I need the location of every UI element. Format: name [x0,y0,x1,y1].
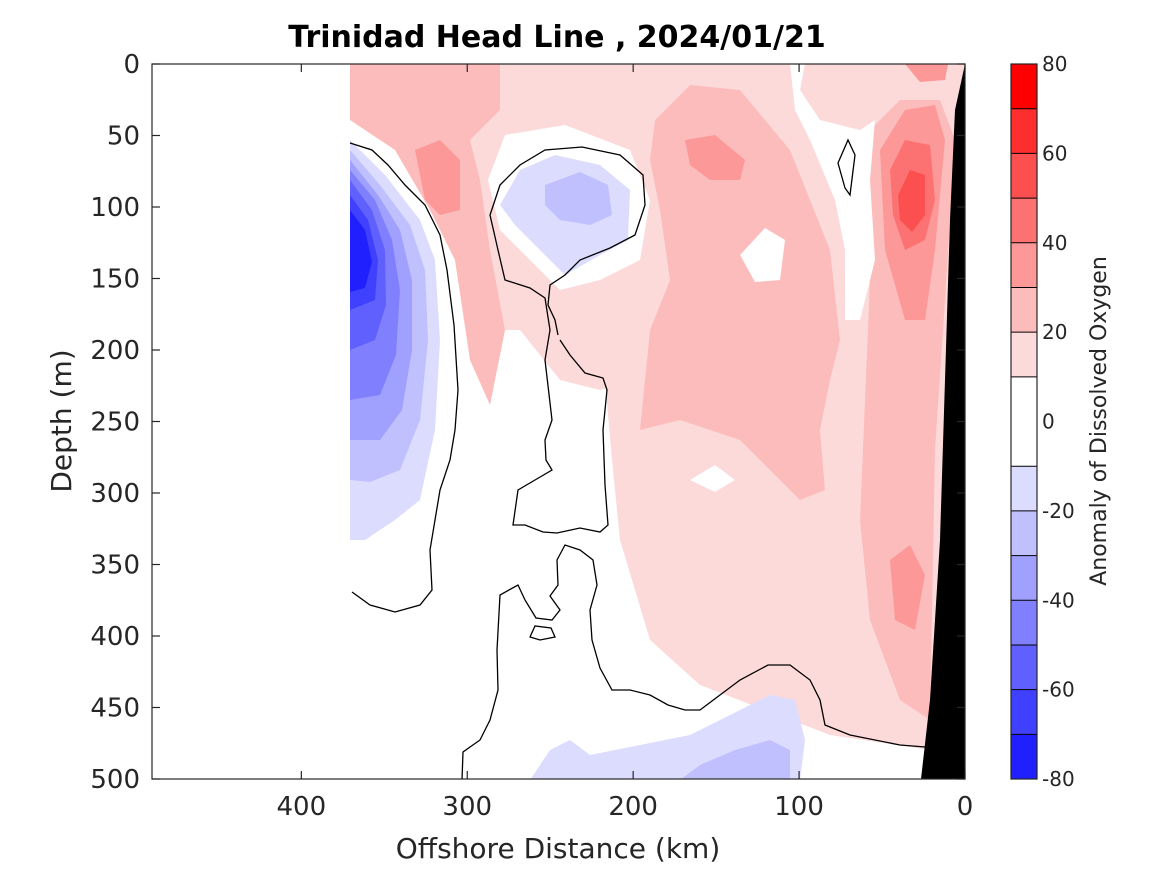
y-tick-label: 400 [90,622,140,652]
y-tick-label: 300 [90,479,140,509]
y-tick-label: 50 [107,122,140,152]
y-tick-label: 150 [90,265,140,295]
colorbar-segment [1011,600,1037,645]
colorbar-segment [1011,287,1037,333]
y-tick-label: 450 [90,694,140,724]
x-axis-ticks: 400 300 200 100 0 [277,64,974,822]
colorbar-tick-label: 20 [1042,320,1067,344]
colorbar-tick-label: -60 [1042,678,1075,702]
colorbar-tick-label: -40 [1042,588,1075,612]
colorbar-segment [1011,64,1037,109]
bathymetry-mask [921,64,965,779]
colorbar-tick-label: 80 [1042,52,1067,76]
colorbar-tick-label: -80 [1042,767,1075,791]
colorbar: 80 60 40 20 0 -20 -40 -60 -80 [1010,52,1075,791]
colorbar-frame [1010,63,1038,780]
chart-title: Trinidad Head Line , 2024/01/21 [288,20,825,55]
y-tick-label: 0 [123,50,140,80]
colorbar-segment [1011,108,1037,154]
plot-area [152,64,965,779]
contour-fill-pos5 [898,170,925,232]
contour-fill-pos3-b [685,135,745,180]
y-tick-label: 250 [90,408,140,438]
y-tick-label: 500 [90,765,140,795]
y-axis-ticks: 0 50 100 150 200 250 300 350 400 450 500 [90,50,965,795]
x-tick-label: 0 [957,792,974,822]
colorbar-tick-label: 60 [1042,141,1067,165]
colorbar-segment [1011,510,1037,556]
x-tick-label: 400 [277,792,327,822]
contour-fill-pos2-center [640,85,840,500]
contour-fill-pos2-main [350,64,505,405]
contour-fill-neg-deep2 [681,740,790,779]
contour-fill-neg7 [350,210,372,292]
y-tick-label: 200 [90,336,140,366]
contour-fill-zero-island2 [690,465,735,492]
colorbar-segment [1011,734,1037,779]
colorbar-label: Anomaly of Dissolved Oxygen [1087,256,1112,586]
contour-fill-zero-strip [790,64,875,320]
x-axis-label: Offshore Distance (km) [396,832,721,865]
y-tick-label: 100 [90,193,140,223]
y-tick-label: 350 [90,551,140,581]
contour-fill-neg-eddy2 [545,172,612,225]
y-axis-label: Depth (m) [45,349,78,492]
x-tick-label: 300 [442,792,492,822]
colorbar-segment [1011,555,1037,601]
colorbar-tick-label: -20 [1042,499,1075,523]
colorbar-segment [1011,198,1037,243]
colorbar-tick-label: 0 [1042,410,1055,434]
colorbar-segment [1011,421,1037,467]
colorbar-segment [1011,466,1037,511]
contour-fill-zero-island1 [740,228,785,282]
contour-fill-pos3-d [890,545,925,630]
colorbar-segment [1011,689,1037,735]
x-tick-label: 200 [608,792,658,822]
colorbar-segment [1011,153,1037,199]
colorbar-segment [1011,242,1037,288]
colorbar-tick-label: 40 [1042,231,1067,255]
colorbar-segment [1011,376,1037,422]
contour-fill-pos3-a [415,140,460,215]
contour-fill-pos-top [905,64,948,82]
zero-contour-lines [349,138,926,779]
colorbar-segment [1011,644,1037,690]
x-tick-label: 100 [774,792,824,822]
colorbar-segment [1011,332,1037,377]
